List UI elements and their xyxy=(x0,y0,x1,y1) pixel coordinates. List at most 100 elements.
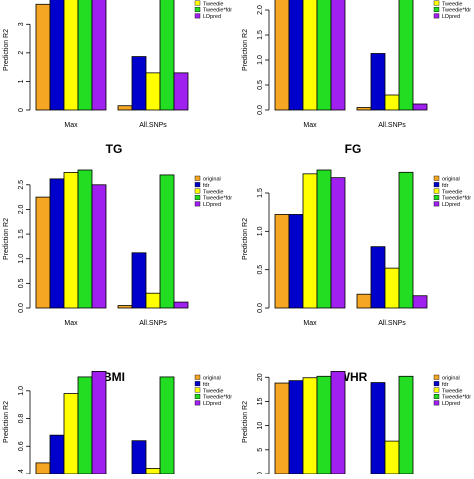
legend-label: fdr xyxy=(203,382,210,388)
legend-swatch xyxy=(433,400,440,406)
bar xyxy=(274,0,290,111)
bar xyxy=(35,462,51,475)
legend-label: Tweedie*fdr xyxy=(442,395,471,401)
legend-swatch xyxy=(433,13,440,19)
y-tick-label: 1.0 xyxy=(18,254,25,264)
y-tick-label: 0.0 xyxy=(257,303,264,313)
legend-swatch xyxy=(194,13,201,19)
legend-label: fdr xyxy=(442,183,449,189)
bar xyxy=(302,173,318,309)
legend-swatch xyxy=(194,381,201,387)
y-tick-label: 2 xyxy=(18,51,25,55)
legend-swatch xyxy=(194,400,201,406)
bar xyxy=(117,105,133,111)
legend-label: LDpred xyxy=(442,14,460,20)
y-tick-label: 15 xyxy=(257,397,264,405)
legend-label: LDpred xyxy=(442,202,460,208)
bar xyxy=(370,246,386,309)
legend-label: Tweedie xyxy=(203,1,224,7)
bar xyxy=(35,3,51,111)
legend-label: Tweedie*fdr xyxy=(203,395,232,401)
x-tick-label: All.SNPs xyxy=(378,320,406,327)
bar xyxy=(288,380,304,475)
bar xyxy=(302,0,318,111)
legend-label: LDpred xyxy=(203,202,221,208)
legend-label: Tweedie xyxy=(203,189,224,195)
bar xyxy=(384,440,400,475)
legend-swatch xyxy=(433,175,440,181)
bar xyxy=(91,184,107,309)
bar xyxy=(398,0,414,111)
legend-swatch xyxy=(433,182,440,188)
legend-swatch xyxy=(194,175,201,181)
bar xyxy=(330,0,346,111)
bar xyxy=(384,94,400,111)
y-tick-label: 0.6 xyxy=(18,441,25,451)
y-tick-label: 0 xyxy=(18,108,25,112)
legend-swatch xyxy=(433,374,440,380)
legend-label: Tweedie*fdr xyxy=(203,8,232,14)
legend-label: LDpred xyxy=(203,401,221,407)
legend-label: fdr xyxy=(442,382,449,388)
legend-swatch xyxy=(433,394,440,399)
legend-swatch xyxy=(194,0,201,6)
bar xyxy=(117,305,133,309)
bar xyxy=(49,0,65,111)
legend-swatch xyxy=(194,6,201,12)
legend-label: Tweedie*fdr xyxy=(442,8,471,14)
legend-label: Tweedie xyxy=(203,388,224,394)
y-axis-label: Prediction R2 xyxy=(3,401,10,443)
x-tick-label: Max xyxy=(64,320,78,327)
y-tick-label: 1 xyxy=(18,79,25,83)
y-tick-label: 1.5 xyxy=(257,188,264,198)
x-tick-label: All.SNPs xyxy=(139,320,167,327)
bar xyxy=(63,393,79,475)
x-tick-label: Max xyxy=(303,320,317,327)
y-axis-label: Prediction R2 xyxy=(3,218,10,260)
bar xyxy=(77,376,93,475)
bar xyxy=(288,0,304,111)
y-tick-label: 2.0 xyxy=(257,5,264,15)
legend-swatch xyxy=(433,381,440,387)
panel-title: BMI xyxy=(103,370,125,384)
bar xyxy=(131,440,147,475)
legend-label: LDpred xyxy=(203,14,221,20)
y-tick-label: 20 xyxy=(257,373,264,381)
bar xyxy=(173,72,189,111)
x-tick-label: Max xyxy=(64,122,78,129)
y-tick-label: 3 xyxy=(18,22,25,26)
bar xyxy=(274,214,290,309)
panel-title: FG xyxy=(345,142,362,156)
y-axis-label: Prediction R2 xyxy=(242,29,249,71)
bar xyxy=(35,196,51,309)
y-tick-label: 2.0 xyxy=(18,204,25,214)
legend-swatch xyxy=(194,188,201,194)
bar xyxy=(159,174,175,309)
y-tick-label: 0.5 xyxy=(257,265,264,275)
bar xyxy=(288,214,304,309)
legend-label: fdr xyxy=(203,183,210,189)
bar xyxy=(412,295,428,309)
bar xyxy=(384,267,400,309)
legend-label: LDpred xyxy=(442,401,460,407)
bar xyxy=(145,72,161,111)
bar xyxy=(356,293,372,309)
bar xyxy=(77,0,93,111)
bar xyxy=(173,301,189,309)
y-tick-label: 1.5 xyxy=(18,229,25,239)
legend-label: original xyxy=(203,177,221,183)
bar xyxy=(91,370,107,475)
bar xyxy=(316,0,332,111)
bar xyxy=(49,434,65,475)
bar xyxy=(330,371,346,475)
y-axis-label: Prediction R2 xyxy=(242,401,249,443)
legend-swatch xyxy=(194,387,201,393)
bar xyxy=(49,178,65,309)
legend-label: original xyxy=(442,376,460,382)
legend-swatch xyxy=(433,0,440,6)
legend-swatch xyxy=(194,182,201,188)
bar xyxy=(274,382,290,475)
legend-label: original xyxy=(442,177,460,183)
